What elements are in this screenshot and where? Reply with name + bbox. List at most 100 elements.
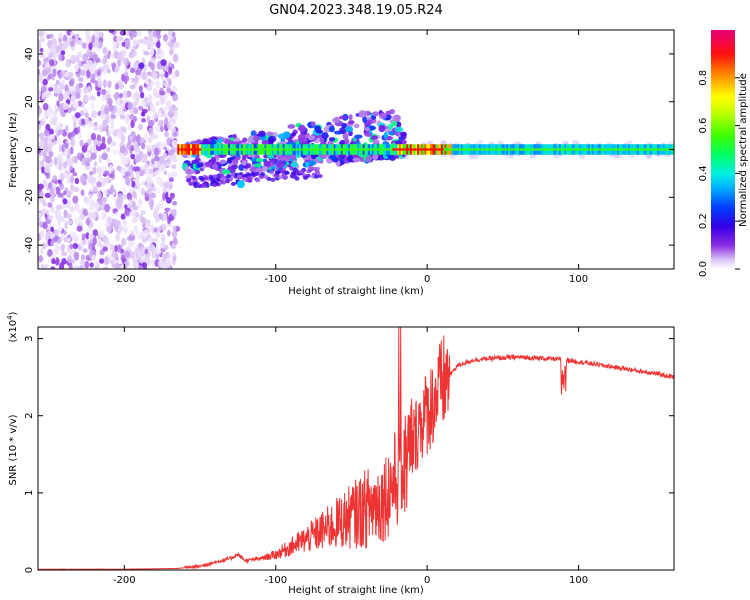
heatmap-cell	[101, 88, 107, 96]
heatmap-cell	[480, 148, 483, 151]
heatmap-cell	[368, 148, 371, 151]
heatmap-cell	[171, 31, 176, 38]
heatmap-cell	[413, 148, 417, 151]
heatmap-cell	[90, 132, 97, 141]
colorbar: 0.0 0.2 0.4 0.6 0.8 Normalized spectral ampl…	[698, 30, 749, 277]
heatmap-cell	[452, 148, 456, 151]
heatmap-cell	[106, 147, 111, 152]
heatmap-cell	[125, 75, 130, 82]
heatmap-cell	[313, 174, 319, 179]
heatmap-cell	[531, 148, 535, 151]
heatmap-cell	[148, 135, 153, 144]
heatmap-cell	[57, 138, 61, 145]
heatmap-cell	[49, 133, 56, 140]
colorbar-tick-label: 0.8	[698, 70, 709, 86]
heatmap-cell	[398, 136, 404, 141]
heatmap-cell	[45, 155, 52, 164]
colorbar-label: Normalized spectral amplitude	[738, 73, 749, 227]
heatmap-cell	[74, 216, 81, 224]
heatmap-cell	[394, 114, 401, 122]
heatmap-cell	[101, 94, 106, 102]
heatmap-cell	[60, 50, 66, 56]
heatmap-cell	[172, 53, 179, 63]
heatmap-cell	[465, 148, 468, 151]
heatmap-cell	[73, 265, 80, 269]
heatmap-cell	[328, 125, 335, 133]
heatmap-cell	[277, 148, 281, 151]
heatmap-cell	[161, 107, 168, 112]
heatmap-cell	[52, 209, 57, 214]
heatmap-cell	[129, 135, 133, 142]
heatmap-cell	[250, 130, 256, 137]
heatmap-cell	[165, 99, 171, 109]
heatmap-cell	[368, 125, 377, 131]
heatmap-cell	[94, 121, 98, 127]
heatmap-cell	[378, 124, 386, 133]
heatmap-cell	[391, 120, 398, 127]
heatmap-cell	[65, 60, 71, 68]
heatmap-cell	[81, 157, 85, 166]
heatmap-cell	[153, 227, 158, 233]
heatmap-cell	[129, 211, 134, 216]
heatmap-cell	[561, 148, 565, 151]
heatmap-cell	[171, 172, 178, 178]
heatmap-cell	[249, 166, 258, 173]
heatmap-cell	[147, 236, 154, 242]
heatmap-cell	[440, 139, 447, 145]
heatmap-cell	[360, 144, 364, 155]
heatmap-cell	[155, 252, 160, 261]
heatmap-cell	[104, 50, 109, 56]
heatmap-cell	[43, 140, 49, 149]
heatmap-cell	[587, 144, 591, 155]
heatmap-cell	[204, 161, 214, 168]
heatmap-cell	[162, 192, 166, 202]
chart-title: GN04.2023.348.19.05.R24	[269, 3, 443, 18]
heatmap-cell	[507, 148, 511, 151]
heatmap-cell	[331, 148, 335, 151]
heatmap-cell	[140, 111, 145, 117]
y-tick-label: -20	[24, 189, 35, 205]
heatmap-cell	[633, 144, 636, 155]
heatmap-cell	[242, 155, 247, 161]
heatmap-cell	[351, 144, 354, 155]
heatmap-cell	[90, 211, 96, 220]
heatmap-cell	[221, 169, 231, 175]
heatmap-cell	[324, 144, 327, 155]
heatmap-cell	[578, 144, 582, 155]
heatmap-cell	[69, 40, 76, 47]
heatmap-cell	[40, 159, 44, 168]
heatmap-cell	[227, 139, 235, 146]
heatmap-cell	[171, 85, 178, 93]
heatmap-cell	[616, 148, 620, 151]
heatmap-cell	[316, 148, 320, 151]
heatmap-cell	[626, 140, 633, 146]
heatmap-cell	[63, 172, 69, 180]
heatmap-cell	[123, 57, 130, 67]
heatmap-cell	[61, 158, 66, 164]
heatmap-cell	[69, 243, 74, 250]
heatmap-cell	[84, 260, 90, 269]
heatmap-cell	[552, 148, 556, 151]
heatmap-cell	[277, 175, 283, 180]
heatmap-cell	[60, 243, 66, 250]
heatmap-cell	[141, 118, 146, 123]
heatmap-cell	[149, 49, 155, 57]
heatmap-cell	[291, 153, 297, 161]
heatmap-cell	[276, 161, 285, 169]
heatmap-cell	[455, 148, 459, 151]
heatmap-cell	[38, 261, 41, 269]
heatmap-cell	[267, 153, 275, 159]
heatmap-cell	[516, 148, 520, 151]
heatmap-cell	[419, 148, 423, 151]
heatmap-cell	[230, 181, 236, 186]
heatmap-cell	[242, 177, 248, 182]
heatmap-cell	[201, 148, 205, 151]
heatmap-cell	[167, 159, 171, 165]
heatmap-cell	[109, 54, 115, 59]
heatmap-cell	[104, 203, 111, 213]
heatmap-cell	[216, 148, 220, 151]
heatmap-cell	[41, 91, 46, 100]
heatmap-cell	[58, 71, 62, 80]
heatmap-cell	[469, 144, 473, 155]
heatmap-cell	[164, 130, 170, 138]
